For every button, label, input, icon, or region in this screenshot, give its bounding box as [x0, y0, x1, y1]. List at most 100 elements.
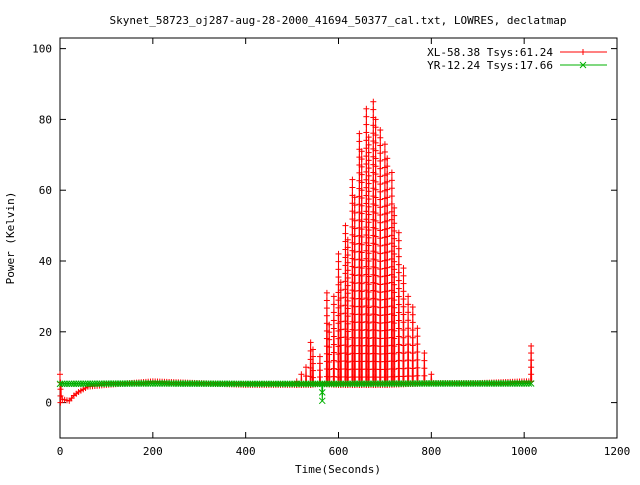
- data-point: [384, 327, 391, 334]
- data-point: [384, 303, 391, 310]
- data-point: [391, 227, 398, 234]
- data-point: [363, 121, 370, 128]
- data-point: [349, 184, 356, 191]
- data-point: [358, 265, 365, 272]
- data-point: [342, 278, 349, 285]
- data-point: [405, 349, 412, 356]
- data-point: [351, 194, 358, 201]
- data-point: [400, 319, 407, 326]
- data-point: [414, 349, 421, 356]
- data-point: [400, 311, 407, 318]
- data-point: [400, 265, 407, 272]
- data-point: [395, 237, 402, 244]
- data-point: [365, 165, 372, 172]
- data-point: [372, 327, 379, 334]
- data-point: [326, 344, 333, 351]
- data-point: [365, 157, 372, 164]
- data-point: [428, 371, 435, 378]
- data-point: [330, 365, 337, 372]
- data-point: [356, 138, 363, 145]
- data-point: [377, 211, 384, 218]
- data-point: [372, 124, 379, 131]
- data-point: [363, 153, 370, 160]
- data-point: [365, 258, 372, 265]
- data-point: [344, 282, 351, 289]
- data-point: [351, 233, 358, 240]
- data-point: [391, 281, 398, 288]
- data-point: [330, 309, 337, 316]
- data-point: [384, 217, 391, 224]
- axis-ticks: 0 200 400 600 800 1000 1200 0 20 40 60 80 100: [32, 38, 630, 458]
- data-point: [372, 249, 379, 256]
- data-point: [358, 226, 365, 233]
- data-point: [365, 172, 372, 179]
- data-point: [391, 250, 398, 257]
- data-point: [370, 106, 377, 113]
- data-point: [372, 194, 379, 201]
- data-point: [330, 293, 337, 300]
- data-point: [409, 304, 416, 311]
- data-point: [388, 169, 395, 176]
- data-point: [372, 210, 379, 217]
- data-point: [351, 241, 358, 248]
- y-tick-label: 40: [39, 255, 52, 268]
- data-point: [384, 178, 391, 185]
- data-point: [372, 311, 379, 318]
- data-point: [307, 339, 314, 346]
- data-point: [377, 250, 384, 257]
- data-point: [377, 150, 384, 157]
- y-axis-label: Power (Kelvin): [4, 192, 17, 285]
- data-point: [337, 318, 344, 325]
- data-point: [388, 185, 395, 192]
- data-point: [400, 303, 407, 310]
- data-point: [377, 188, 384, 195]
- data-point: [384, 311, 391, 318]
- data-point: [405, 317, 412, 324]
- data-point: [391, 350, 398, 357]
- data-point: [400, 288, 407, 295]
- data-point: [372, 256, 379, 263]
- data-point: [365, 149, 372, 156]
- data-point: [372, 288, 379, 295]
- data-point: [344, 351, 351, 358]
- data-point: [384, 264, 391, 271]
- data-point: [342, 222, 349, 229]
- data-point: [351, 209, 358, 216]
- data-point: [372, 272, 379, 279]
- data-point: [337, 295, 344, 302]
- data-point: [358, 233, 365, 240]
- data-point: [365, 281, 372, 288]
- data-point: [391, 289, 398, 296]
- data-point: [365, 242, 372, 249]
- data-point: [337, 310, 344, 317]
- data-point: [525, 380, 533, 387]
- legend-label: YR-12.24 Tsys:17.66: [427, 59, 553, 72]
- data-point: [372, 139, 379, 146]
- data-point: [335, 258, 342, 265]
- data-point: [395, 309, 402, 316]
- data-point: [337, 302, 344, 309]
- data-point: [365, 211, 372, 218]
- data-point: [351, 272, 358, 279]
- data-point: [377, 165, 384, 172]
- data-point: [57, 371, 63, 378]
- data-point: [326, 359, 333, 366]
- data-point: [363, 137, 370, 144]
- data-point: [391, 266, 398, 273]
- data-point: [405, 293, 412, 300]
- data-point: [358, 218, 365, 225]
- data-point: [372, 163, 379, 170]
- data-point: [384, 155, 391, 162]
- data-point: [377, 134, 384, 141]
- data-point: [330, 317, 337, 324]
- data-point: [365, 180, 372, 187]
- data-point: [358, 202, 365, 209]
- data-point: [384, 186, 391, 193]
- data-point: [358, 148, 365, 155]
- data-point: [365, 141, 372, 148]
- data-point: [365, 343, 372, 350]
- data-point: [395, 245, 402, 252]
- data-point: [363, 208, 370, 215]
- data-point: [414, 341, 421, 348]
- data-point: [335, 250, 342, 257]
